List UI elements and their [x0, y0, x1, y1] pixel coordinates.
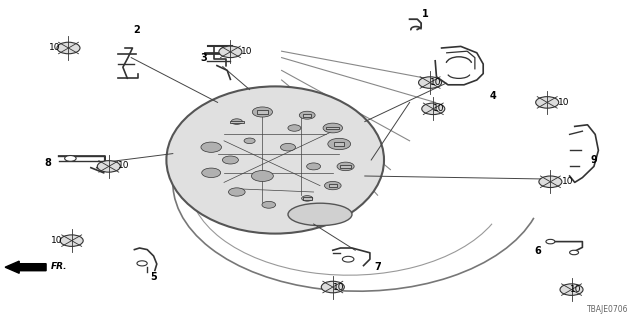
- Text: 3: 3: [200, 52, 207, 63]
- Circle shape: [222, 156, 239, 164]
- Circle shape: [57, 42, 80, 54]
- Circle shape: [419, 77, 442, 88]
- Circle shape: [219, 46, 242, 58]
- Text: 10: 10: [430, 78, 442, 87]
- Bar: [303, 114, 311, 117]
- Text: 10: 10: [49, 44, 60, 52]
- Text: 10: 10: [333, 283, 344, 292]
- Circle shape: [324, 181, 341, 190]
- Text: 1: 1: [422, 9, 429, 20]
- Text: 10: 10: [241, 47, 252, 56]
- Circle shape: [244, 138, 255, 144]
- Text: 10: 10: [51, 236, 62, 245]
- Text: 10: 10: [570, 285, 581, 294]
- Circle shape: [65, 156, 76, 161]
- Circle shape: [321, 281, 344, 293]
- Text: 8: 8: [45, 158, 51, 168]
- Text: 10: 10: [433, 104, 445, 113]
- Circle shape: [422, 103, 445, 115]
- Circle shape: [97, 161, 120, 172]
- Text: 7: 7: [374, 262, 381, 272]
- Circle shape: [280, 143, 296, 151]
- Circle shape: [300, 111, 315, 119]
- Bar: [329, 184, 337, 187]
- Text: 10: 10: [558, 98, 570, 107]
- Circle shape: [539, 176, 562, 188]
- Ellipse shape: [166, 86, 384, 234]
- Circle shape: [570, 250, 579, 255]
- Circle shape: [536, 97, 559, 108]
- Circle shape: [201, 142, 221, 152]
- Circle shape: [252, 171, 273, 181]
- Circle shape: [342, 256, 354, 262]
- Circle shape: [301, 196, 313, 201]
- Circle shape: [546, 239, 555, 244]
- Text: 10: 10: [118, 161, 130, 170]
- Circle shape: [252, 107, 273, 117]
- Text: 5: 5: [150, 272, 157, 282]
- Bar: [340, 165, 351, 168]
- Circle shape: [228, 188, 245, 196]
- Circle shape: [137, 261, 147, 266]
- FancyArrow shape: [5, 261, 46, 273]
- Circle shape: [328, 138, 351, 150]
- Bar: [334, 142, 344, 146]
- Circle shape: [262, 201, 276, 208]
- Circle shape: [337, 162, 354, 171]
- Circle shape: [307, 163, 321, 170]
- Circle shape: [288, 125, 301, 131]
- Text: 2: 2: [133, 25, 140, 36]
- Circle shape: [323, 123, 342, 133]
- Bar: [257, 110, 268, 114]
- Circle shape: [60, 235, 83, 246]
- Ellipse shape: [288, 203, 352, 226]
- Circle shape: [202, 168, 221, 178]
- Circle shape: [231, 119, 243, 124]
- Text: 9: 9: [591, 155, 597, 165]
- Text: FR.: FR.: [51, 262, 68, 271]
- Text: 4: 4: [490, 91, 496, 101]
- Text: TBAJE0706: TBAJE0706: [587, 305, 628, 314]
- Circle shape: [560, 284, 583, 295]
- Bar: [230, 121, 244, 123]
- Text: 6: 6: [534, 246, 541, 256]
- Bar: [303, 197, 312, 200]
- Text: 10: 10: [562, 177, 573, 186]
- Bar: [326, 127, 339, 129]
